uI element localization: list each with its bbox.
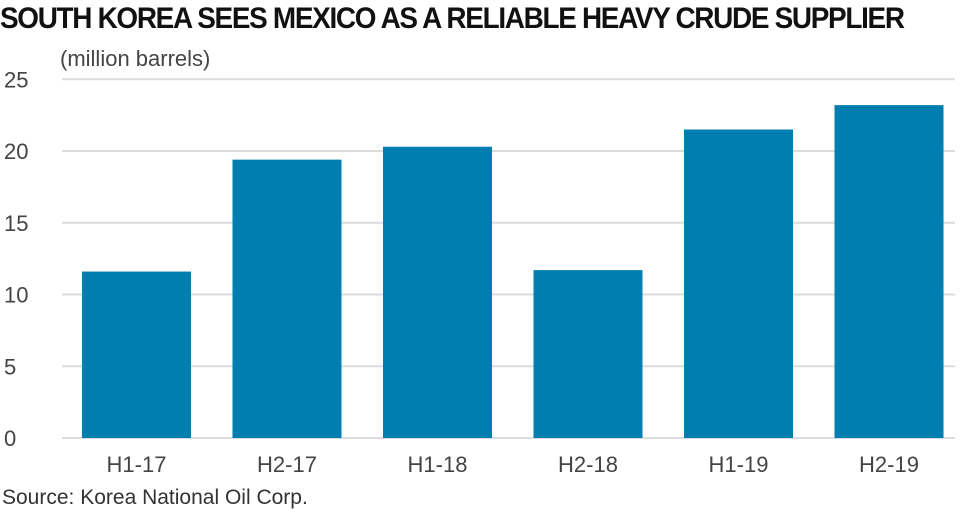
y-tick-label: 0 [4, 426, 16, 451]
bar [383, 146, 492, 438]
x-tick-label: H1-18 [408, 452, 468, 477]
x-tick-label: H2-17 [257, 452, 317, 477]
y-axis-label: (million barrels) [60, 46, 211, 71]
bar [232, 159, 342, 438]
y-tick-label: 15 [4, 211, 28, 236]
chart-title: SOUTH KOREA SEES MEXICO AS A RELIABLE HE… [0, 2, 905, 35]
source-note: Source: Korea National Oil Corp. [2, 486, 308, 509]
y-tick-label: 20 [4, 139, 28, 164]
x-tick-label: H2-19 [859, 452, 919, 477]
bar [834, 105, 944, 438]
x-tick-label: H1-17 [107, 452, 167, 477]
bar [684, 129, 793, 438]
y-tick-label: 5 [4, 354, 16, 379]
y-tick-label: 10 [4, 283, 28, 308]
y-tick-label: 25 [4, 67, 28, 92]
x-tick-label: H1-19 [709, 452, 769, 477]
x-tick-label: H2-18 [558, 452, 618, 477]
bar [82, 271, 191, 438]
bar [533, 270, 643, 438]
